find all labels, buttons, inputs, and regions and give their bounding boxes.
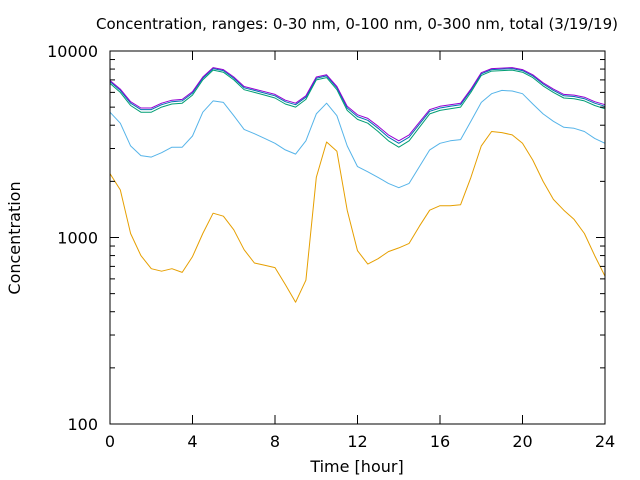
series-line-4 (109, 68, 606, 144)
y-tick-label: 100 (67, 415, 98, 434)
series-line-5 (109, 67, 606, 142)
x-axis-title: Time [hour] (309, 457, 403, 476)
x-tick-label: 20 (512, 432, 532, 451)
x-tick-label: 8 (270, 432, 280, 451)
major-ticks (109, 50, 606, 425)
x-tick-label: 16 (430, 432, 450, 451)
chart-title: Concentration, ranges: 0-30 nm, 0-100 nm… (96, 15, 618, 33)
y-tick-label: 10000 (47, 42, 98, 61)
series-line-2 (109, 89, 606, 189)
x-tick-label: 0 (105, 432, 115, 451)
series-line-1 (109, 131, 606, 303)
series-layer (109, 67, 606, 303)
series-line-3 (109, 69, 606, 148)
minor-ticks (110, 59, 605, 369)
y-axis-title: Concentration (5, 181, 24, 294)
x-tick-label: 24 (595, 432, 615, 451)
plot-frame (109, 50, 606, 425)
tick-labels: 0 4 8 12 16 20 24 100 1000 10000 (47, 42, 615, 451)
x-tick-label: 4 (187, 432, 197, 451)
y-tick-label: 1000 (57, 229, 98, 248)
x-tick-label: 12 (347, 432, 367, 451)
